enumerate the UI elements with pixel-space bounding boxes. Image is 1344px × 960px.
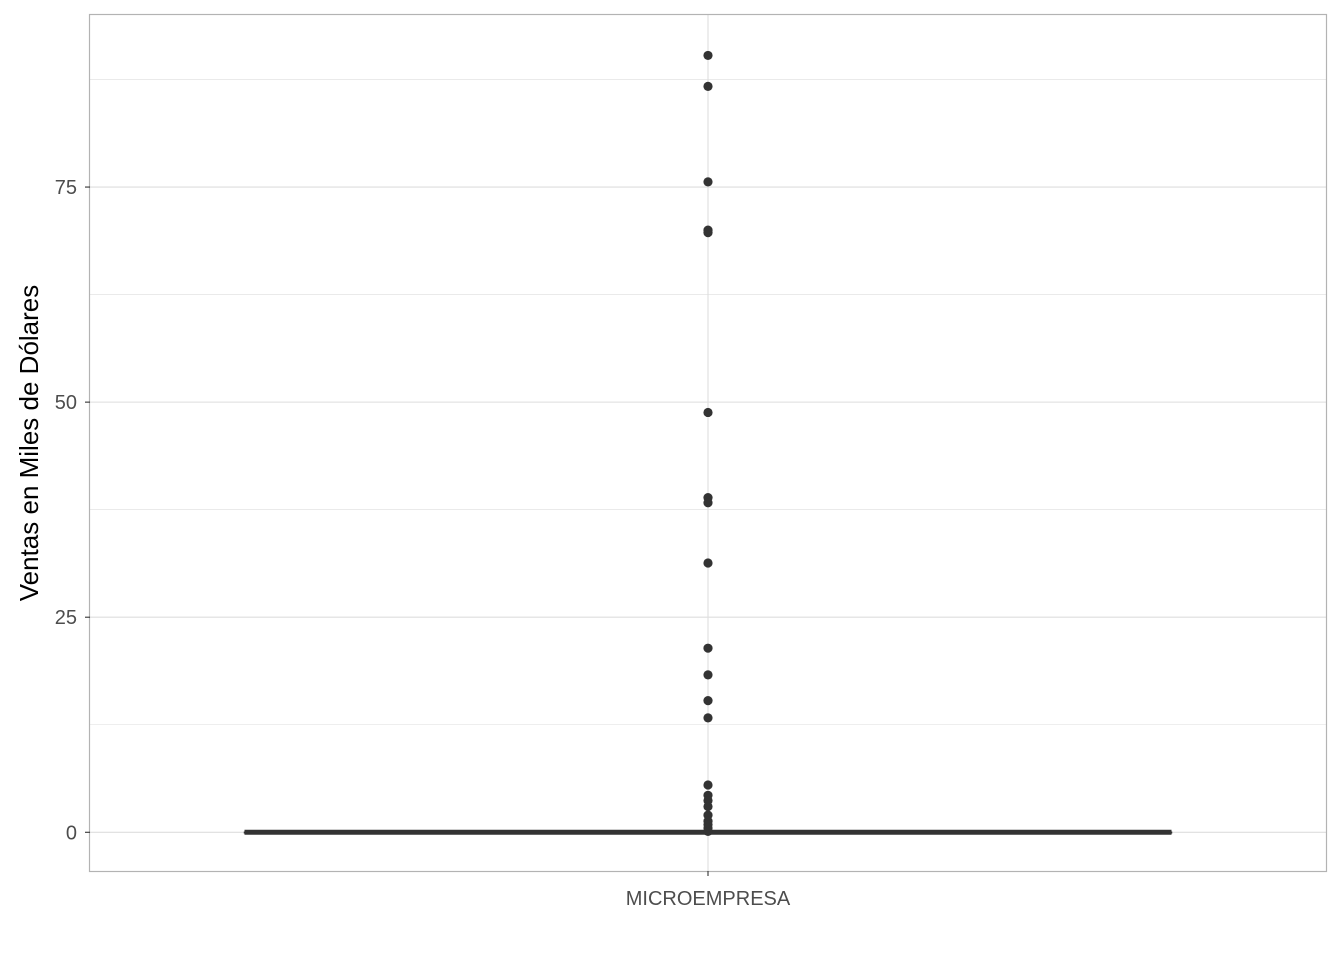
x-tick-label: MICROEMPRESA	[626, 888, 791, 910]
x-axis-ticks: MICROEMPRESA	[626, 871, 791, 910]
y-tick-label: 0	[66, 822, 77, 844]
outlier-point	[703, 558, 713, 568]
outlier-point	[703, 643, 713, 653]
outlier-point	[703, 81, 713, 92]
y-axis-title: Ventas en Miles de Dólares	[14, 285, 44, 602]
outlier-point	[703, 696, 713, 706]
y-axis-ticks: 0 25 50 75	[55, 177, 90, 844]
outlier-point	[703, 498, 713, 508]
outlier-point	[703, 50, 713, 61]
outlier-point	[703, 228, 713, 238]
outlier-point	[703, 177, 713, 187]
outlier-point	[703, 407, 713, 418]
outlier-point	[703, 670, 713, 680]
y-tick-label: 50	[55, 392, 77, 414]
outlier-points	[703, 50, 713, 837]
outlier-point	[703, 801, 713, 812]
outlier-point	[703, 713, 713, 723]
outlier-point	[703, 826, 713, 837]
outlier-point	[703, 780, 713, 790]
y-tick-label: 25	[55, 607, 77, 629]
y-tick-label: 75	[55, 177, 77, 199]
